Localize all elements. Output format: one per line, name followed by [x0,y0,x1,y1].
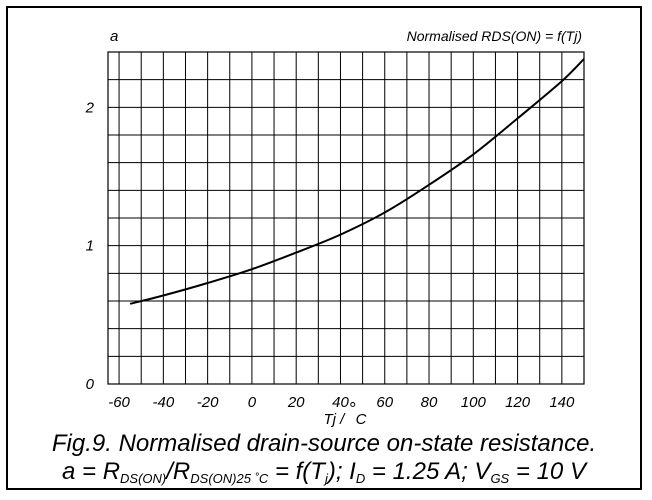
caption-id: ); I [327,458,356,485]
x-tick-label: -60 [108,394,130,411]
x-axis-label-unit: C [356,411,367,428]
y-axis-label: a [110,28,118,45]
caption-sub-j: j [324,471,328,486]
caption-sub-d: D [355,471,366,486]
x-tick-label: -20 [197,394,219,411]
x-tick-label: 20 [287,394,305,411]
x-axis-label: Tj / °C [323,399,366,428]
x-tick-label: 120 [505,394,531,411]
figure-caption-line1: Fig.9. Normalised drain-source on-state … [51,430,597,457]
series-line [129,58,585,305]
y-tick-label: 2 [85,99,95,116]
figure-frame [6,6,642,490]
caption-sub-dson25: DS(ON)25 ˚C [190,471,269,486]
x-axis-label-degree: ° [348,399,355,419]
x-tick-label: -40 [153,394,175,411]
caption-a: a = R [62,458,121,485]
caption-id-value: = 1.25 A; V [365,458,491,485]
figure-caption-line2: a = RDS(ON)/RDS(ON)25 ˚C = f(Tj); ID = 1… [8,458,640,493]
x-tick-label: 0 [248,394,257,411]
grid [108,52,585,384]
caption-sub-dson: DS(ON) [120,471,167,486]
rds-on-chart: -60 -40 -20 0 20 40 60 80 100 120 140 0 1 2 Normalis… [85,28,585,428]
x-tick-label: 80 [421,394,438,411]
y-tick-labels: 0 1 2 [85,99,95,393]
x-tick-labels: -60 -40 -20 0 20 40 60 80 100 120 140 [108,394,575,411]
x-axis-label-text: Tj / [323,411,348,428]
x-tick-label: 60 [376,394,393,411]
y-tick-label: 0 [86,376,95,393]
y-tick-label: 1 [86,238,94,255]
x-tick-label: 40 [332,394,349,411]
caption-vgs-value: = 10 V [509,458,586,485]
caption-sub-gs: GS [490,471,510,486]
x-tick-label: 100 [461,394,487,411]
x-tick-label: 140 [549,394,575,411]
plot-area-border [107,51,585,385]
chart-title: Normalised RDS(ON) = f(Tj) [407,28,582,44]
caption-slash: /R [166,458,191,485]
caption-eq: = f(T [268,458,325,485]
